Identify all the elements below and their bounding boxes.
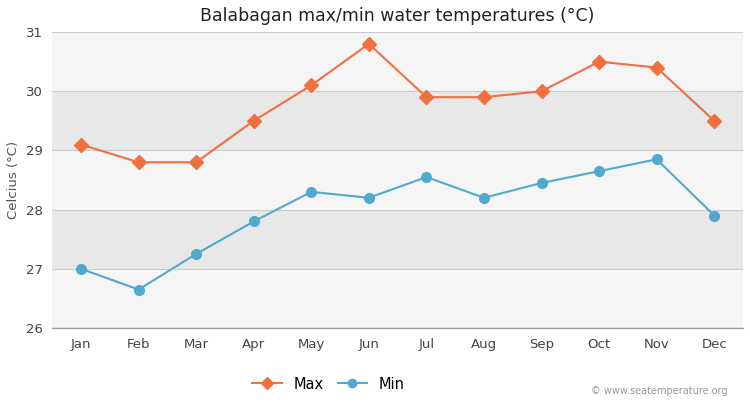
Bar [53, 269, 743, 328]
Text: © www.seatemperature.org: © www.seatemperature.org [591, 386, 728, 396]
Bar [53, 210, 743, 269]
Legend: Max, Min: Max, Min [247, 371, 410, 398]
Title: Balabagan max/min water temperatures (°C): Balabagan max/min water temperatures (°C… [200, 7, 595, 25]
Bar [53, 32, 743, 91]
Y-axis label: Celcius (°C): Celcius (°C) [7, 141, 20, 219]
Bar [53, 150, 743, 210]
Bar [53, 91, 743, 150]
